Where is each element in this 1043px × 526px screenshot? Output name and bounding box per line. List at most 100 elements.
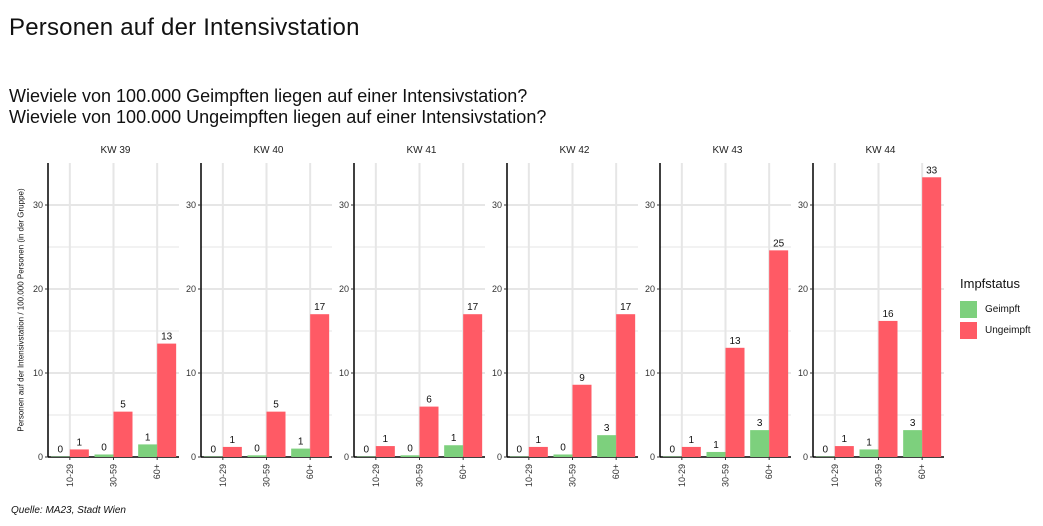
- panel-2-title: KW 40: [253, 145, 283, 156]
- panel-2-label-ungeimpft-10-29: 1: [230, 435, 236, 446]
- panel-1-bar-geimpft-30-59: [94, 454, 114, 457]
- panel-4-y-tick-label: 20: [492, 284, 502, 294]
- panel-2-bar-ungeimpft-60+: [310, 314, 330, 457]
- panel-3-x-tick-label-30-59: 30-59: [415, 464, 425, 487]
- panel-5-label-ungeimpft-10-29: 1: [689, 435, 695, 446]
- panel-5-bar-ungeimpft-60+: [769, 250, 789, 457]
- panel-6-x-tick-label-10-29: 10-29: [830, 464, 840, 487]
- panel-1-x-tick-label-60+: 60+: [152, 464, 162, 479]
- panel-3-title: KW 41: [406, 145, 436, 156]
- panel-5-x-tick-label-30-59: 30-59: [721, 464, 731, 487]
- panel-2-label-ungeimpft-60+: 17: [314, 302, 326, 313]
- panel-3-y-tick-label: 0: [344, 452, 349, 462]
- panel-6-label-geimpft-30-59: 1: [866, 437, 872, 448]
- panel-4-label-ungeimpft-30-59: 9: [579, 373, 585, 384]
- panel-2-y-tick-label: 0: [191, 452, 196, 462]
- legend: Impfstatus Geimpft Ungeimpft: [960, 276, 1031, 341]
- panel-4-y-tick-label: 30: [492, 200, 502, 210]
- panel-3-label-ungeimpft-60+: 17: [467, 302, 479, 313]
- panel-6-x-tick-label-30-59: 30-59: [874, 464, 884, 487]
- panel-2-x-tick-label-60+: 60+: [305, 464, 315, 479]
- panel-6-y-tick-label: 0: [803, 452, 808, 462]
- panel-6-label-ungeimpft-30-59: 16: [882, 309, 894, 320]
- panel-1-label-ungeimpft-10-29: 1: [77, 437, 83, 448]
- panel-1-x-tick-label-10-29: 10-29: [65, 464, 75, 487]
- panel-1-bar-geimpft-60+: [138, 444, 158, 457]
- panel-5-label-ungeimpft-60+: 25: [773, 238, 785, 249]
- panel-3-label-geimpft-60+: 1: [451, 433, 457, 444]
- panel-5-y-tick-label: 0: [650, 452, 655, 462]
- panel-6-x-tick-label-60+: 60+: [917, 464, 927, 479]
- panel-5-bar-ungeimpft-30-59: [725, 347, 745, 457]
- panel-2-bar-geimpft-30-59: [247, 455, 267, 457]
- panel-4-x-tick-label-30-59: 30-59: [568, 464, 578, 487]
- panel-2-label-geimpft-10-29: 0: [211, 445, 217, 456]
- panel-1-x-tick-label-30-59: 30-59: [109, 464, 119, 487]
- panel-4-bar-ungeimpft-60+: [616, 314, 636, 457]
- panel-1-bar-ungeimpft-30-59: [113, 411, 133, 457]
- panel-3-x-tick-label-60+: 60+: [458, 464, 468, 479]
- panel-1-bar-ungeimpft-10-29: [69, 449, 89, 457]
- panel-3-label-ungeimpft-10-29: 1: [383, 434, 389, 445]
- panel-2-y-tick-label: 10: [186, 368, 196, 378]
- panel-2-label-geimpft-60+: 1: [298, 437, 304, 448]
- panel-4-title: KW 42: [559, 145, 589, 156]
- panel-2-bar-geimpft-60+: [291, 448, 311, 457]
- panel-3-bar-ungeimpft-10-29: [375, 446, 395, 457]
- panel-2-label-ungeimpft-30-59: 5: [273, 400, 279, 411]
- panel-4-label-ungeimpft-10-29: 1: [536, 435, 542, 446]
- panel-6-bar-geimpft-30-59: [859, 449, 879, 457]
- panel-2-bar-ungeimpft-10-29: [222, 446, 242, 457]
- panel-1-y-tick-label: 0: [38, 452, 43, 462]
- panel-4-label-geimpft-30-59: 0: [560, 442, 566, 453]
- panel-6-bar-geimpft-60+: [903, 430, 923, 457]
- page-title: Personen auf der Intensivstation: [9, 14, 360, 41]
- panel-6-bar-ungeimpft-30-59: [878, 320, 898, 457]
- panel-3-bar-ungeimpft-30-59: [419, 406, 439, 457]
- panel-4-label-ungeimpft-60+: 17: [620, 302, 632, 313]
- panel-4-x-tick-label-10-29: 10-29: [524, 464, 534, 487]
- panel-3-bar-geimpft-60+: [444, 445, 464, 457]
- panel-3-label-geimpft-30-59: 0: [407, 443, 413, 454]
- panel-2-y-tick-label: 30: [186, 200, 196, 210]
- panel-5-bar-ungeimpft-10-29: [681, 446, 701, 457]
- panel-5-bar-geimpft-30-59: [706, 451, 726, 457]
- panel-4-bar-ungeimpft-30-59: [572, 384, 592, 457]
- panel-1-y-tick-label: 30: [33, 200, 43, 210]
- panel-6-y-tick-label: 20: [798, 284, 808, 294]
- panel-5-bar-geimpft-60+: [750, 430, 770, 457]
- legend-title: Impfstatus: [960, 276, 1020, 291]
- panel-6-label-ungeimpft-10-29: 1: [842, 434, 848, 445]
- panel-2-y-tick-label: 20: [186, 284, 196, 294]
- legend-swatch-ungeimpft: [960, 322, 977, 339]
- panel-3-bar-geimpft-30-59: [400, 455, 420, 457]
- panel-5-label-geimpft-30-59: 1: [713, 440, 719, 451]
- panel-6-bar-ungeimpft-10-29: [834, 446, 854, 457]
- subtitle-line-2: Wieviele von 100.000 Ungeimpften liegen …: [9, 107, 547, 127]
- panel-1-y-tick-label: 10: [33, 368, 43, 378]
- panel-1-label-geimpft-10-29: 0: [58, 445, 64, 456]
- panel-5-label-geimpft-60+: 3: [757, 418, 763, 429]
- panel-1-title: KW 39: [100, 145, 130, 156]
- legend-swatch-geimpft: [960, 301, 977, 318]
- panel-6-label-ungeimpft-60+: 33: [926, 165, 938, 176]
- panel-1-label-ungeimpft-60+: 13: [161, 332, 173, 343]
- panel-6-bar-ungeimpft-60+: [922, 177, 942, 457]
- legend-label-geimpft: Geimpft: [985, 304, 1021, 315]
- panel-2-x-tick-label-10-29: 10-29: [218, 464, 228, 487]
- panel-2-label-geimpft-30-59: 0: [254, 443, 260, 454]
- chart-subtitle: Wieviele von 100.000 Geimpften liegen au…: [9, 86, 546, 128]
- panel-3-label-ungeimpft-30-59: 6: [426, 395, 432, 406]
- panel-3-y-tick-label: 20: [339, 284, 349, 294]
- panel-6-label-geimpft-60+: 3: [910, 418, 916, 429]
- panel-1-label-geimpft-30-59: 0: [101, 442, 107, 453]
- panel-4-label-geimpft-10-29: 0: [517, 445, 523, 456]
- panel-6-title: KW 44: [865, 145, 895, 156]
- panel-1-bar-ungeimpft-60+: [157, 343, 177, 457]
- legend-item-geimpft: Geimpft: [960, 299, 1031, 320]
- panel-1-label-geimpft-60+: 1: [145, 432, 151, 443]
- panel-5-y-tick-label: 10: [645, 368, 655, 378]
- panel-3-bar-ungeimpft-60+: [463, 314, 483, 457]
- panel-3-x-tick-label-10-29: 10-29: [371, 464, 381, 487]
